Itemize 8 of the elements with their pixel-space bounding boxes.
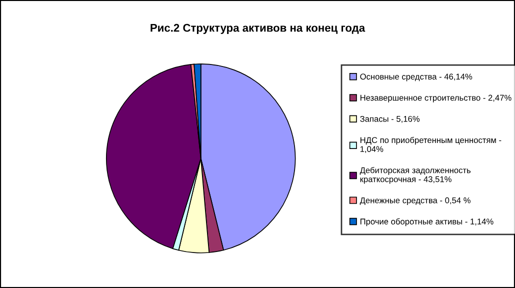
legend-label: Дебиторская задолженность краткосрочная - 43,51% [360, 166, 471, 184]
chart-title: Рис.2 Структура активов на конец года [150, 24, 366, 34]
legend-label: Основные средства - 46,14% [360, 74, 472, 82]
legend-label: Денежные средства - 0,54 % [360, 197, 470, 205]
legend-label: НДС по приобретенным ценностям - 1,04% [360, 136, 502, 153]
legend-label: Незавершенное строительство - 2,47% [360, 94, 512, 102]
legend-label: Запасы - 5,16% [360, 116, 420, 123]
legend-label: Прочие оборотные активы - 1,14% [360, 218, 494, 226]
